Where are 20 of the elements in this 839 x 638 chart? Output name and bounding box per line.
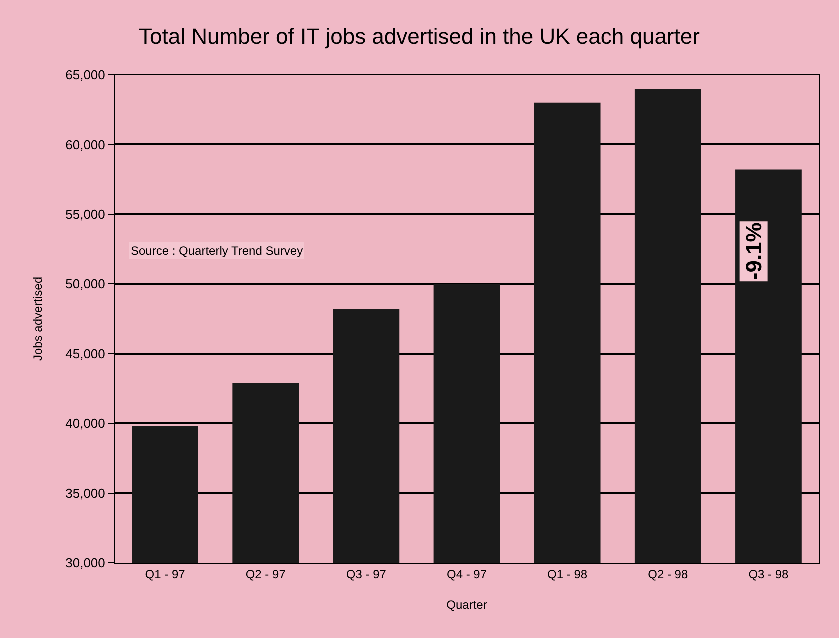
y-tick-label: 40,000 <box>66 416 106 432</box>
x-tick-label: Q3 - 98 <box>748 567 790 582</box>
x-tick-label: Q2 - 98 <box>648 567 688 582</box>
y-tick-label: 35,000 <box>66 486 106 501</box>
y-tick-label: 45,000 <box>66 346 106 362</box>
y-tick-label: 50,000 <box>66 276 106 292</box>
y-axis-title: Jobs advertised <box>30 276 45 362</box>
annotation: -9.1% <box>741 222 766 280</box>
y-tick-label: 60,000 <box>66 137 106 152</box>
x-tick-label: Q1 - 98 <box>548 567 588 582</box>
x-tick-label: Q3 - 97 <box>346 567 387 582</box>
chart-title: Total Number of IT jobs advertised in the UK each quarter <box>139 24 700 50</box>
y-tick-label: 55,000 <box>66 206 106 222</box>
annotation: Source : Quarterly Trend Survey <box>131 244 304 258</box>
x-tick-label: Q1 - 97 <box>145 567 186 582</box>
x-tick-label: Q2 - 97 <box>246 567 286 582</box>
y-tick-label: 30,000 <box>66 556 106 571</box>
x-axis-title: Quarter <box>446 598 488 612</box>
y-tick-label: 65,000 <box>66 68 106 83</box>
x-tick-label: Q4 - 97 <box>446 567 488 582</box>
